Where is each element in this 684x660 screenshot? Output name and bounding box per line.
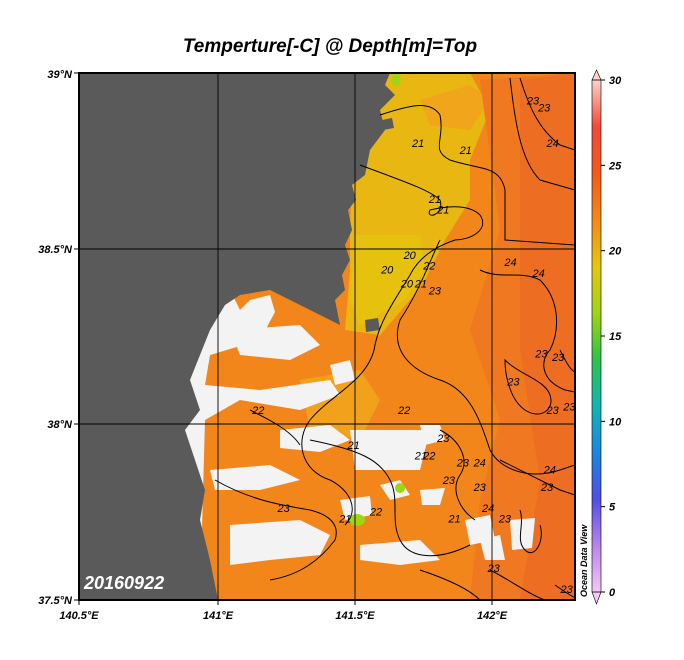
plot-frame	[78, 72, 576, 601]
y-tick-label-1: 38°N	[47, 419, 73, 431]
contour-label-20: 23	[562, 401, 576, 413]
contour-label-18: 22	[397, 405, 410, 417]
colorbar: 0 5 10 15 20 25 30	[591, 69, 622, 605]
colorbar-tick-label-6: 30	[609, 75, 622, 87]
no-data-patch-8	[340, 496, 372, 520]
contour-label-17: 23	[506, 377, 520, 389]
contour-label-3: 21	[411, 138, 424, 150]
contour-label-37: 23	[487, 563, 501, 575]
ocean-data-view-credit: Ocean Data View	[579, 524, 589, 597]
y-tick-label-0: 37.5°N	[38, 595, 73, 607]
colorbar-top-arrow	[591, 69, 602, 81]
colorbar-bottom-arrow	[591, 591, 602, 605]
cold-spot-2	[395, 483, 405, 493]
contour-label-26: 23	[456, 458, 470, 470]
contour-label-7: 20	[380, 264, 394, 276]
contour-label-15: 23	[534, 349, 548, 361]
contour-label-10: 21	[414, 278, 427, 290]
colorbar-tick-label-1: 5	[609, 502, 616, 514]
contour-label-39: 22	[251, 405, 264, 417]
contour-label-29: 24	[543, 465, 556, 477]
contour-label-28: 23	[473, 482, 487, 494]
graticule	[79, 73, 575, 600]
contour-label-8: 20	[403, 250, 417, 262]
mid-orange-patch-1	[420, 85, 490, 130]
no-data-patch-13	[510, 518, 535, 550]
contour-label-25: 23	[442, 475, 456, 487]
no-data-patch-1	[230, 325, 320, 360]
no-data-patch-12	[480, 535, 505, 560]
cold-spot-3	[391, 74, 401, 86]
y-tick-label-2: 38.5°N	[38, 244, 73, 256]
contour-label-31: 23	[276, 503, 290, 515]
contour-label-16: 23	[551, 352, 565, 364]
contour-label-1: 23	[537, 103, 551, 115]
colorbar-tick-label-3: 15	[609, 331, 622, 343]
colorbar-tick-label-4: 20	[608, 246, 622, 258]
colorbar-ticks: 0 5 10 15 20 25 30	[601, 75, 622, 599]
cold-spot-1	[349, 514, 365, 526]
island-2	[382, 118, 394, 130]
colorbar-tick-label-5: 25	[608, 160, 622, 172]
no-data-patch-9	[230, 520, 330, 565]
island-1	[365, 318, 380, 332]
contour-label-36: 21	[447, 514, 460, 526]
contour-label-21: 21	[346, 440, 359, 452]
contour-label-0: 23	[526, 96, 540, 108]
contour-label-38: 23	[559, 584, 573, 596]
axis-tick-marks	[74, 72, 493, 605]
contour-label-12: 23	[428, 285, 442, 297]
contour-label-30: 23	[540, 482, 554, 494]
contour-label-35: 23	[498, 514, 512, 526]
x-tick-label-2: 141.5°E	[335, 610, 375, 622]
contour-lines	[214, 77, 575, 600]
cool-yellow-region	[350, 235, 425, 325]
no-data-patch-10	[360, 540, 440, 565]
contour-label-27: 24	[473, 458, 486, 470]
x-tick-label-3: 142°E	[477, 610, 508, 622]
contour-label-2: 24	[545, 138, 558, 150]
y-tick-label-3: 39°N	[47, 69, 73, 81]
contour-label-5: 21	[428, 194, 441, 206]
contour-label-9: 20	[400, 278, 414, 290]
contour-label-32: 21	[338, 514, 351, 526]
land-mass	[79, 73, 395, 600]
no-data-patch-5	[420, 425, 445, 445]
contour-label-11: 22	[422, 261, 435, 273]
x-tick-label-0: 140.5°E	[59, 610, 99, 622]
warmest-region	[520, 73, 575, 600]
contour-label-19: 23	[545, 405, 559, 417]
contour-label-22: 23	[436, 433, 450, 445]
contour-label-33: 24	[481, 503, 494, 515]
contour-label-4: 21	[459, 145, 472, 157]
no-data-patch-4	[350, 430, 430, 470]
contour-label-13: 24	[503, 257, 516, 269]
contour-label-34: 22	[369, 507, 382, 519]
no-data-patch-2	[330, 360, 355, 385]
contour-label-6: 21	[436, 205, 449, 217]
contour-label-24: 21	[414, 451, 427, 463]
no-data-patch-14	[420, 488, 445, 505]
no-data-patch-11	[465, 515, 495, 545]
no-data-patch-6	[210, 465, 300, 490]
contour-label-23: 22	[422, 451, 435, 463]
colorbar-tick-label-0: 0	[609, 587, 616, 599]
colorbar-body	[592, 80, 601, 592]
date-stamp: 20160922	[83, 573, 164, 593]
colorbar-tick-label-2: 10	[609, 416, 622, 428]
x-tick-label-1: 141°E	[203, 610, 234, 622]
contour-label-14: 24	[531, 268, 544, 280]
chart-title: Temperture[-C] @ Depth[m]=Top	[182, 36, 478, 57]
